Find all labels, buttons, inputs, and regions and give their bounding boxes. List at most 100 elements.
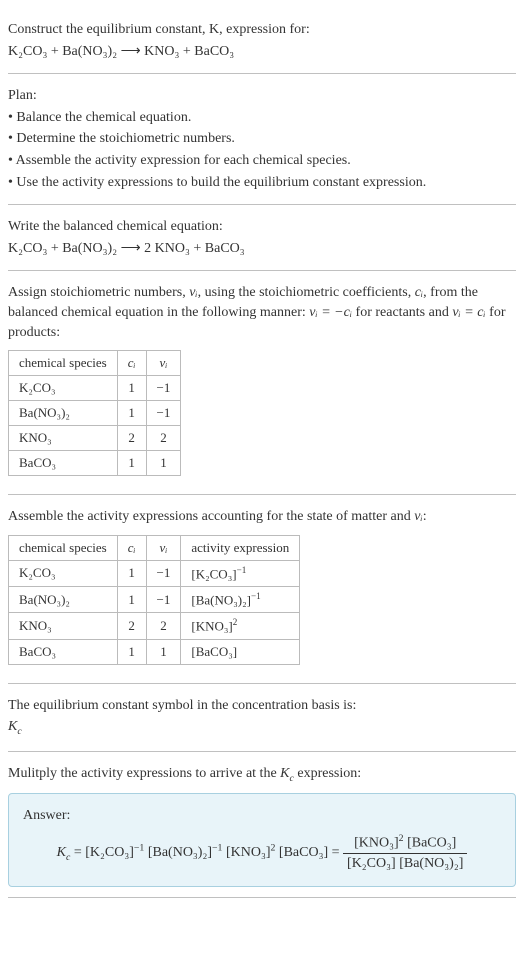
table-row: K₂CO₃ 1 −1 [K₂CO₃]−1 [9,560,300,586]
fraction-den: [K₂CO₃] [Ba(NO₃)₂] [343,854,467,874]
balanced-reaction: K₂CO₃ + Ba(NO₃)₂ ⟶ 2 KNO₃ + BaCO₃ [8,239,516,259]
activity-base: [Ba(NO₃)₂] [191,592,251,607]
th-activity: activity expression [181,535,300,560]
cell-species: Ba(NO₃)₂ [9,401,118,426]
den1: [K₂CO₃] [347,856,396,871]
t3-exp: 2 [271,842,276,853]
plan-item-0: • Balance the chemical equation. [8,108,516,128]
answer-t3: [KNO₃]2 [226,845,275,860]
balanced-arrow: ⟶ [121,241,141,256]
plan-item-3: • Use the activity expressions to build … [8,173,516,193]
cell-species: K₂CO₃ [9,560,118,586]
assign-section: Assign stoichiometric numbers, νᵢ, using… [8,271,516,495]
t1-exp: −1 [134,842,144,853]
assign-text: Assign stoichiometric numbers, νᵢ, using… [8,283,516,342]
table-row: KNO₃ 2 2 [9,426,181,451]
cell-ci: 1 [117,401,146,426]
assemble-section: Assemble the activity expressions accoun… [8,495,516,684]
cell-nu: 2 [146,426,181,451]
th-species: chemical species [9,535,118,560]
answer-t2: [Ba(NO₃)₂]−1 [148,845,223,860]
table-row: Ba(NO₃)₂ 1 −1 [9,401,181,426]
stoich-table: chemical species cᵢ νᵢ K₂CO₃ 1 −1 Ba(NO₃… [8,350,181,476]
cell-species: K₂CO₃ [9,376,118,401]
assemble-nu: νᵢ [414,509,422,524]
table-row: BaCO₃ 1 1 [BaCO₃] [9,639,300,664]
activity-exp: −1 [237,565,247,575]
table-row: KNO₃ 2 2 [KNO₃]2 [9,613,300,639]
cell-ci: 1 [117,560,146,586]
answer-box: Answer: Kc = [K₂CO₃]−1 [Ba(NO₃)₂]−1 [KNO… [8,793,516,886]
intro-arrow: ⟶ [121,44,141,59]
answer-eq: = [70,845,85,860]
activity-base: [KNO₃] [191,619,232,634]
cell-species: KNO₃ [9,426,118,451]
kc-letter: K [57,845,66,860]
cell-nu: 1 [146,451,181,476]
th-ci: cᵢ [117,535,146,560]
cell-activity: [KNO₃]2 [181,613,300,639]
intro-line1: Construct the equilibrium constant, K, e… [8,22,310,37]
cell-ci: 1 [117,451,146,476]
multiply-text-a: Mulitply the activity expressions to arr… [8,766,280,781]
activity-base: [BaCO₃] [191,644,237,659]
activity-table: chemical species cᵢ νᵢ activity expressi… [8,535,300,665]
th-species: chemical species [9,351,118,376]
th-ci: cᵢ [117,351,146,376]
plan-item-1: • Determine the stoichiometric numbers. [8,129,516,149]
multiply-text: Mulitply the activity expressions to arr… [8,764,516,786]
cell-nu: −1 [146,560,181,586]
answer-t4: [BaCO₃] [279,845,328,860]
table-row: BaCO₃ 1 1 [9,451,181,476]
cell-species: KNO₃ [9,613,118,639]
answer-t1: [K₂CO₃]−1 [85,845,144,860]
symbol-text: The equilibrium constant symbol in the c… [8,696,516,716]
cell-nu: 1 [146,639,181,664]
assign-ci: cᵢ [415,285,423,300]
answer-fraction: [KNO₃]2 [BaCO₃] [K₂CO₃] [Ba(NO₃)₂] [343,832,467,874]
intro-section: Construct the equilibrium constant, K, e… [8,8,516,74]
cell-activity: [Ba(NO₃)₂]−1 [181,587,300,613]
cell-ci: 2 [117,426,146,451]
num1-base: [KNO₃] [354,836,399,851]
cell-ci: 2 [117,613,146,639]
cell-ci: 1 [117,376,146,401]
symbol-kc: Kc [8,717,516,739]
cell-species: Ba(NO₃)₂ [9,587,118,613]
activity-base: [K₂CO₃] [191,566,236,581]
intro-text: Construct the equilibrium constant, K, e… [8,20,516,40]
table-row: Ba(NO₃)₂ 1 −1 [Ba(NO₃)₂]−1 [9,587,300,613]
assign-eq2: νᵢ = cᵢ [452,305,485,320]
assign-text-a: Assign stoichiometric numbers, [8,285,189,300]
balanced-section: Write the balanced chemical equation: K₂… [8,205,516,271]
cell-activity: [K₂CO₃]−1 [181,560,300,586]
assemble-text: Assemble the activity expressions accoun… [8,507,516,527]
table-header-row: chemical species cᵢ νᵢ [9,351,181,376]
kc-sub: c [17,726,21,737]
cell-ci: 1 [117,639,146,664]
th-nu: νᵢ [146,535,181,560]
multiply-section: Mulitply the activity expressions to arr… [8,752,516,898]
kc-letter: K [8,719,17,734]
assemble-text-a: Assemble the activity expressions accoun… [8,509,414,524]
intro-rhs: KNO₃ + BaCO₃ [144,44,234,59]
activity-exp: −1 [251,591,261,601]
activity-exp: 2 [233,617,238,627]
cell-nu: −1 [146,376,181,401]
balanced-rhs: 2 KNO₃ + BaCO₃ [144,241,245,256]
multiply-kc: Kc [280,766,294,781]
num2: [BaCO₃] [407,836,456,851]
th-nu: νᵢ [146,351,181,376]
den2: [Ba(NO₃)₂] [399,856,463,871]
intro-reaction: K₂CO₃ + Ba(NO₃)₂ ⟶ KNO₃ + BaCO₃ [8,42,516,62]
answer-eq2: = [328,845,343,860]
t1-base: [K₂CO₃] [85,845,134,860]
num1-exp: 2 [399,833,404,844]
plan-item-2: • Assemble the activity expression for e… [8,151,516,171]
cell-ci: 1 [117,587,146,613]
assign-nu: νᵢ [189,285,197,300]
table-header-row: chemical species cᵢ νᵢ activity expressi… [9,535,300,560]
assign-text-d: for reactants and [352,305,452,320]
multiply-text-b: expression: [294,766,361,781]
assign-text-b: , using the stoichiometric coefficients, [198,285,415,300]
